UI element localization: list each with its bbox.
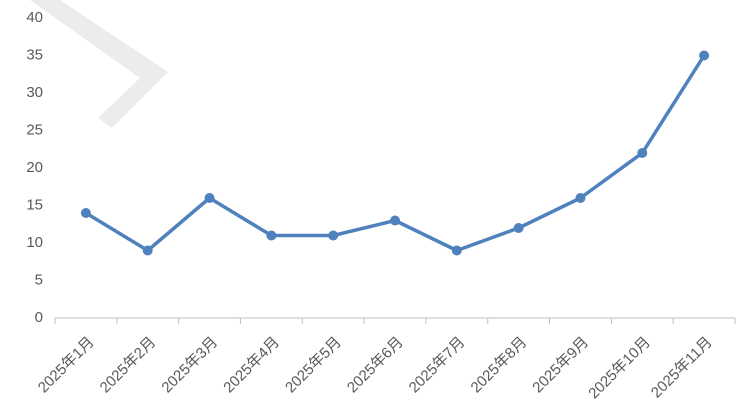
y-tick-label: 15 — [26, 196, 43, 213]
x-tick-label: 2025年10月 — [585, 334, 654, 403]
point — [699, 50, 710, 61]
x-tick-label: 2025年1月 — [35, 334, 98, 397]
y-tick-label: 10 — [26, 234, 43, 251]
x-tick-label: 2025年9月 — [529, 334, 592, 397]
x-tick-label: 2025年2月 — [97, 334, 160, 397]
watermark — [30, 0, 168, 128]
y-tick-label: 0 — [35, 309, 43, 326]
point — [575, 193, 586, 203]
point — [390, 215, 400, 226]
y-tick-label: 25 — [26, 121, 43, 138]
y-tick-label: 20 — [26, 159, 43, 176]
point — [513, 223, 524, 233]
point — [637, 148, 648, 158]
point — [451, 245, 462, 256]
y-tick-label: 40 — [26, 9, 43, 26]
x-tick-label: 2025年6月 — [344, 334, 407, 397]
y-tick-label: 5 — [35, 271, 43, 288]
x-tick-label: 2025年7月 — [406, 334, 469, 397]
x-tick-label: 2025年8月 — [468, 334, 531, 397]
point — [266, 230, 277, 241]
y-tick-label: 35 — [26, 46, 43, 63]
x-tick-label: 2025年3月 — [158, 334, 221, 397]
point — [80, 208, 91, 218]
x-tick-label: 2025年4月 — [220, 334, 283, 397]
y-tick-label: 30 — [26, 84, 43, 101]
x-tick-label: 2025年5月 — [282, 334, 345, 397]
point — [204, 193, 215, 203]
x-tick-label: 2025年11月 — [648, 334, 716, 402]
point — [142, 245, 153, 256]
point — [328, 230, 339, 241]
